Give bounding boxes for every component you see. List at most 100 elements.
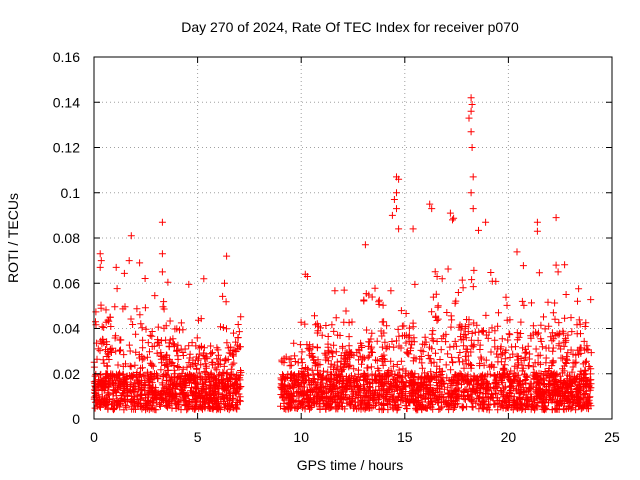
data-point [105, 317, 113, 325]
data-point [395, 366, 403, 374]
data-point [379, 355, 387, 362]
data-point [581, 390, 589, 397]
data-point [372, 399, 380, 407]
data-point [538, 390, 546, 397]
data-point [393, 205, 400, 213]
data-point [286, 394, 294, 402]
data-point [158, 359, 166, 367]
data-point [408, 341, 416, 349]
data-point [464, 387, 472, 395]
data-point [324, 333, 332, 340]
data-point [350, 365, 358, 373]
data-point [533, 330, 541, 338]
data-point [453, 379, 461, 387]
data-point [380, 355, 388, 363]
data-point [407, 344, 415, 352]
data-point [195, 369, 203, 377]
data-point [167, 378, 175, 386]
data-point [366, 338, 374, 346]
data-point [498, 401, 506, 409]
data-point [111, 399, 119, 407]
data-point [506, 383, 513, 391]
data-point [492, 378, 500, 386]
data-point [188, 339, 196, 347]
data-point [334, 364, 342, 372]
data-point [345, 319, 353, 327]
data-point [336, 332, 344, 339]
data-point [577, 367, 585, 375]
data-point [223, 394, 231, 402]
data-point [196, 390, 204, 398]
data-point [312, 394, 320, 402]
data-point [173, 346, 181, 354]
data-point [332, 314, 340, 322]
data-point [486, 363, 494, 371]
data-point [454, 354, 462, 362]
data-point [513, 329, 521, 337]
data-point [200, 344, 208, 352]
chart-title: Day 270 of 2024, Rate Of TEC Index for r… [181, 19, 519, 35]
data-point [345, 351, 353, 359]
y-axis-title: ROTI / TECUs [5, 193, 21, 283]
data-point [288, 377, 296, 385]
data-point [364, 394, 372, 402]
data-point [391, 370, 399, 378]
data-point [343, 357, 351, 365]
data-point [583, 342, 591, 350]
data-point [380, 400, 388, 408]
data-point [450, 387, 458, 395]
data-point [465, 114, 473, 122]
data-point [136, 259, 144, 267]
data-point [436, 405, 444, 413]
data-point [162, 322, 170, 330]
data-point [233, 405, 241, 413]
data-point [388, 211, 396, 219]
data-point [345, 342, 353, 350]
data-point [285, 395, 293, 403]
data-point [471, 328, 479, 336]
data-point [214, 346, 222, 354]
data-point [330, 374, 338, 382]
data-point [99, 336, 107, 344]
data-point [564, 371, 572, 379]
data-point [460, 375, 468, 383]
data-point [191, 397, 199, 405]
data-point [331, 287, 339, 295]
data-point [92, 370, 100, 378]
y-tick-label: 0 [72, 411, 80, 427]
data-point [433, 362, 441, 370]
data-point [498, 335, 506, 343]
data-point [553, 398, 561, 406]
data-point [212, 377, 220, 385]
y-tick-label: 0.04 [53, 321, 80, 337]
data-point [170, 384, 178, 392]
data-point [499, 350, 507, 358]
data-point [305, 402, 313, 409]
data-point [389, 362, 397, 370]
data-point [100, 394, 108, 402]
data-point [444, 383, 452, 391]
data-point [157, 337, 165, 345]
data-point [428, 345, 436, 353]
data-point [554, 268, 562, 276]
data-point [385, 367, 393, 374]
data-point [298, 359, 306, 367]
data-point [487, 348, 495, 356]
data-point [166, 336, 174, 344]
data-point [432, 313, 440, 321]
data-point [409, 225, 417, 233]
data-point [560, 362, 568, 370]
data-point [563, 355, 570, 363]
data-point [386, 401, 394, 409]
data-point [369, 379, 377, 387]
data-point [303, 273, 311, 280]
data-point [532, 388, 540, 396]
data-point [210, 392, 218, 399]
data-point [291, 352, 299, 360]
data-point [279, 371, 286, 379]
data-point [549, 357, 557, 365]
data-point [158, 379, 166, 387]
data-point [516, 393, 524, 401]
data-point [377, 327, 385, 335]
data-point [151, 292, 159, 300]
